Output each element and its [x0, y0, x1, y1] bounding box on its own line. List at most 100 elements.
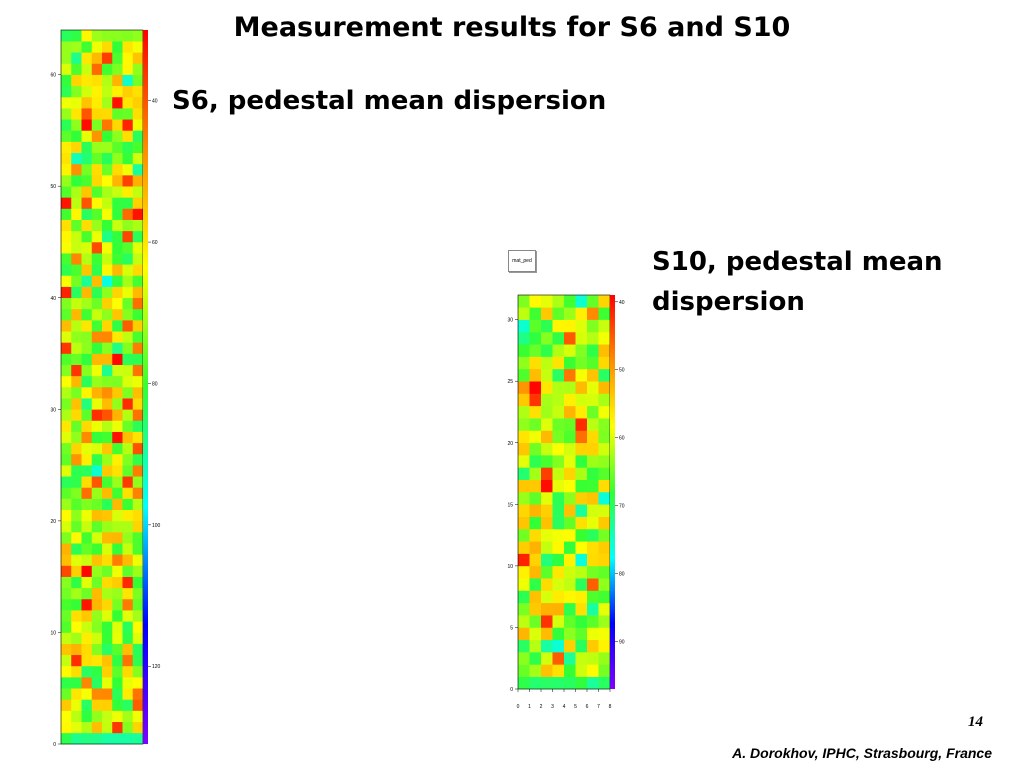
- heatmap-cell: [81, 543, 93, 555]
- heatmap-cell: [132, 52, 144, 64]
- heatmap-cell: [91, 721, 103, 734]
- heatmap-cell: [91, 498, 103, 511]
- y-tick-label: 30: [50, 407, 56, 413]
- heatmap-cell: [132, 175, 144, 187]
- heatmap-cell: [91, 264, 103, 276]
- heatmap-cell: [91, 353, 103, 365]
- colorbar: [610, 295, 615, 689]
- y-tick-label: 0: [53, 742, 56, 748]
- heatmap-cell: [122, 163, 134, 176]
- heatmap-cell: [61, 208, 72, 220]
- heatmap-cell: [529, 652, 542, 665]
- heatmap-cell: [71, 520, 82, 533]
- heatmap-cell: [518, 307, 530, 320]
- heatmap-cell: [598, 307, 611, 320]
- heatmap-cell: [541, 307, 553, 320]
- heatmap-cell: [598, 553, 611, 567]
- heatmap-cell: [61, 721, 72, 734]
- heatmap-cell: [112, 96, 123, 109]
- heatmap-cell: [598, 479, 611, 493]
- heatmap-cell: [122, 665, 134, 678]
- heatmap-cell: [529, 356, 542, 370]
- heatmap-cell: [518, 676, 530, 690]
- heatmap-cell: [61, 431, 72, 444]
- heatmap-cell: [112, 677, 123, 689]
- heatmap-cell: [71, 52, 82, 64]
- heatmap-cell: [122, 320, 134, 332]
- heatmap-cell: [575, 664, 588, 677]
- heatmap-cell: [61, 41, 72, 53]
- heatmap-cell: [587, 541, 599, 554]
- heatmap-cell: [575, 295, 588, 308]
- s6-label: S6, pedestal mean dispersion: [172, 86, 607, 116]
- heatmap-cell: [587, 467, 599, 480]
- heatmap-cell: [564, 356, 576, 370]
- heatmap-cell: [81, 230, 93, 243]
- heatmap-cell: [132, 375, 144, 388]
- heatmap-cell: [575, 541, 588, 554]
- heatmap-cell: [587, 528, 599, 542]
- heatmap-cell: [71, 130, 82, 142]
- heatmap-cell: [81, 163, 93, 176]
- heatmap-cell: [132, 476, 144, 488]
- heatmap-cell: [587, 639, 599, 653]
- heatmap-cell: [122, 498, 134, 511]
- heatmap-cell: [71, 264, 82, 276]
- heatmap-cell: [71, 632, 82, 644]
- heatmap-cell: [61, 554, 72, 566]
- heatmap-cell: [102, 431, 113, 444]
- heatmap-cell: [81, 74, 93, 87]
- heatmap-cell: [102, 297, 113, 310]
- heatmap-cell: [541, 578, 553, 591]
- heatmap-cell: [91, 241, 103, 254]
- heatmap-cell: [91, 732, 103, 745]
- heatmap-cell: [587, 405, 599, 419]
- heatmap-cell: [102, 41, 113, 53]
- colorbar-tick-label: 90: [619, 639, 625, 645]
- heatmap-cell: [564, 652, 576, 665]
- heatmap-cell: [61, 587, 72, 600]
- heatmap-cell: [71, 398, 82, 410]
- heatmap-cell: [518, 381, 530, 394]
- heatmap-cell: [122, 52, 134, 64]
- heatmap-cell: [91, 621, 103, 633]
- heatmap-cell: [575, 393, 588, 407]
- heatmap-cell: [81, 387, 93, 399]
- heatmap-cell: [112, 30, 123, 42]
- heatmap-cell: [112, 353, 123, 365]
- heatmap-cell: [132, 442, 144, 455]
- heatmap-cell: [132, 498, 144, 511]
- heatmap-cell: [541, 676, 553, 690]
- colorbar-tick-label: 60: [619, 436, 625, 442]
- heatmap-cell: [575, 553, 588, 567]
- heatmap-cell: [529, 602, 542, 616]
- heatmap-cell: [552, 652, 565, 665]
- heatmap-cell: [71, 465, 82, 477]
- heatmap-cell: [112, 520, 123, 533]
- heatmap-cell: [81, 409, 93, 421]
- heatmap-cell: [598, 430, 611, 444]
- heatmap-cell: [81, 96, 93, 109]
- heatmap-cell: [541, 590, 553, 604]
- heatmap-cell: [122, 721, 134, 734]
- heatmap-cell: [61, 264, 72, 276]
- heatmap-cell: [541, 405, 553, 419]
- heatmap-cell: [564, 368, 576, 382]
- heatmap-cell: [541, 553, 553, 567]
- heatmap-cell: [529, 615, 542, 628]
- heatmap-cell: [102, 621, 113, 633]
- heatmap-cell: [102, 465, 113, 477]
- heatmap-cell: [81, 476, 93, 488]
- heatmap-cell: [71, 96, 82, 109]
- heatmap-cell: [102, 85, 113, 98]
- heatmap-cell: [102, 130, 113, 142]
- heatmap-cell: [91, 41, 103, 53]
- heatmap-cell: [564, 504, 576, 517]
- heatmap-cell: [587, 368, 599, 382]
- heatmap-cell: [122, 732, 134, 745]
- heatmap-cell: [518, 492, 530, 505]
- heatmap-cell: [71, 219, 82, 232]
- heatmap-cell: [529, 541, 542, 554]
- heatmap-cell: [564, 331, 576, 345]
- heatmap-cell: [564, 541, 576, 554]
